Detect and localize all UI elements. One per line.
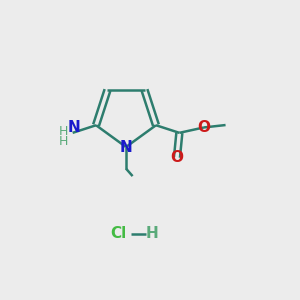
Text: N: N bbox=[68, 120, 80, 135]
Text: H: H bbox=[59, 125, 68, 138]
Text: Cl: Cl bbox=[110, 226, 127, 242]
Text: H: H bbox=[146, 226, 159, 242]
Text: H: H bbox=[59, 135, 68, 148]
Text: N: N bbox=[120, 140, 132, 154]
Text: O: O bbox=[170, 150, 184, 165]
Text: O: O bbox=[197, 120, 211, 135]
